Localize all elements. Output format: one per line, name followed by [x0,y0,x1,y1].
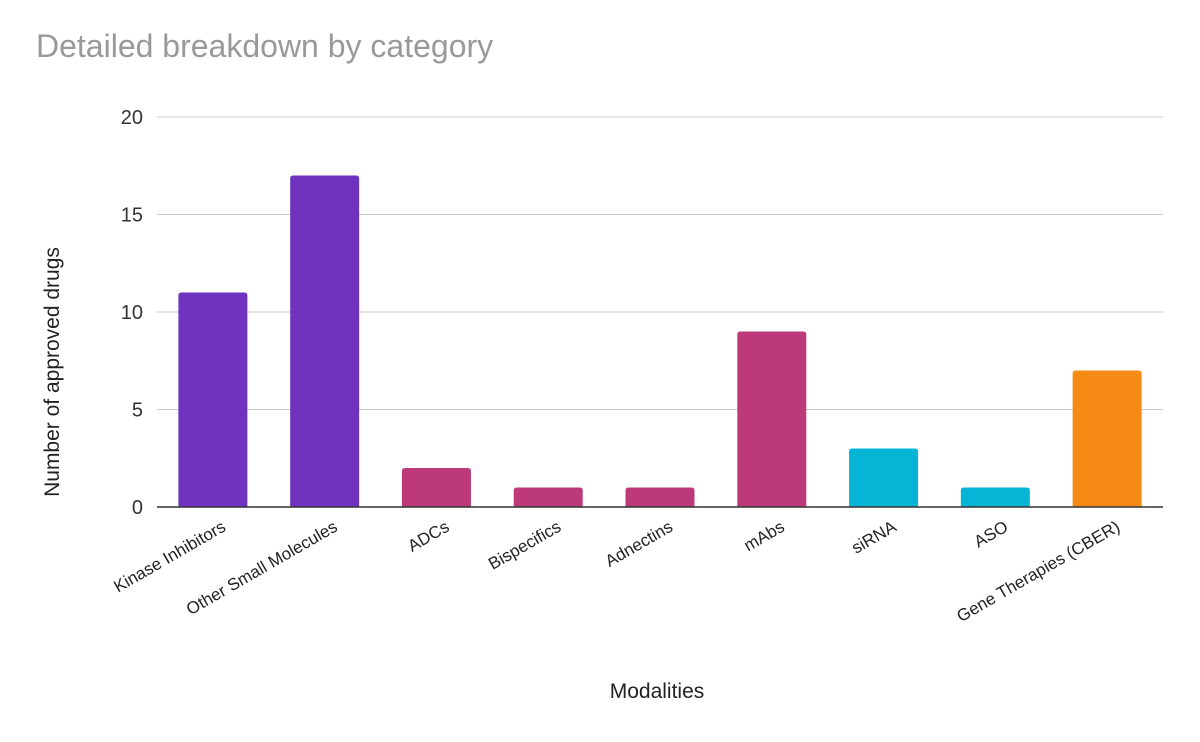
x-tick-label: Kinase Inhibitors [111,517,229,596]
x-tick-label: ADCs [404,517,452,556]
x-axis-title: Modalities [610,680,705,703]
bar-aso [960,487,1030,507]
bar-kinase-inhibitors [178,292,248,507]
x-tick-label: Bispecifics [485,517,564,574]
y-tick-label: 20 [121,107,143,129]
y-axis-title: Number of approved drugs [41,247,64,497]
bar-gene-therapies-cber [1072,370,1142,507]
bar-other-small-molecules [290,175,360,507]
x-tick-label: Adnectins [602,517,676,571]
bars [157,175,1163,508]
x-tick-label: mAbs [741,517,788,555]
bar-adcs [401,468,471,507]
y-tick-label: 10 [121,302,143,324]
x-tick-label: siRNA [848,517,900,558]
y-tick-label: 0 [132,497,143,519]
y-tick-label: 15 [121,205,143,227]
y-axis-ticks: 0 5 10 15 20 [121,107,143,519]
bar-sirna [849,448,919,507]
chart-title: Detailed breakdown by category [36,28,493,64]
bar-bispecifics [513,487,583,507]
bar-adnectins [625,487,695,507]
bar-mabs [737,331,807,507]
x-tick-label: ASO [971,517,1012,551]
y-tick-label: 5 [132,400,143,422]
